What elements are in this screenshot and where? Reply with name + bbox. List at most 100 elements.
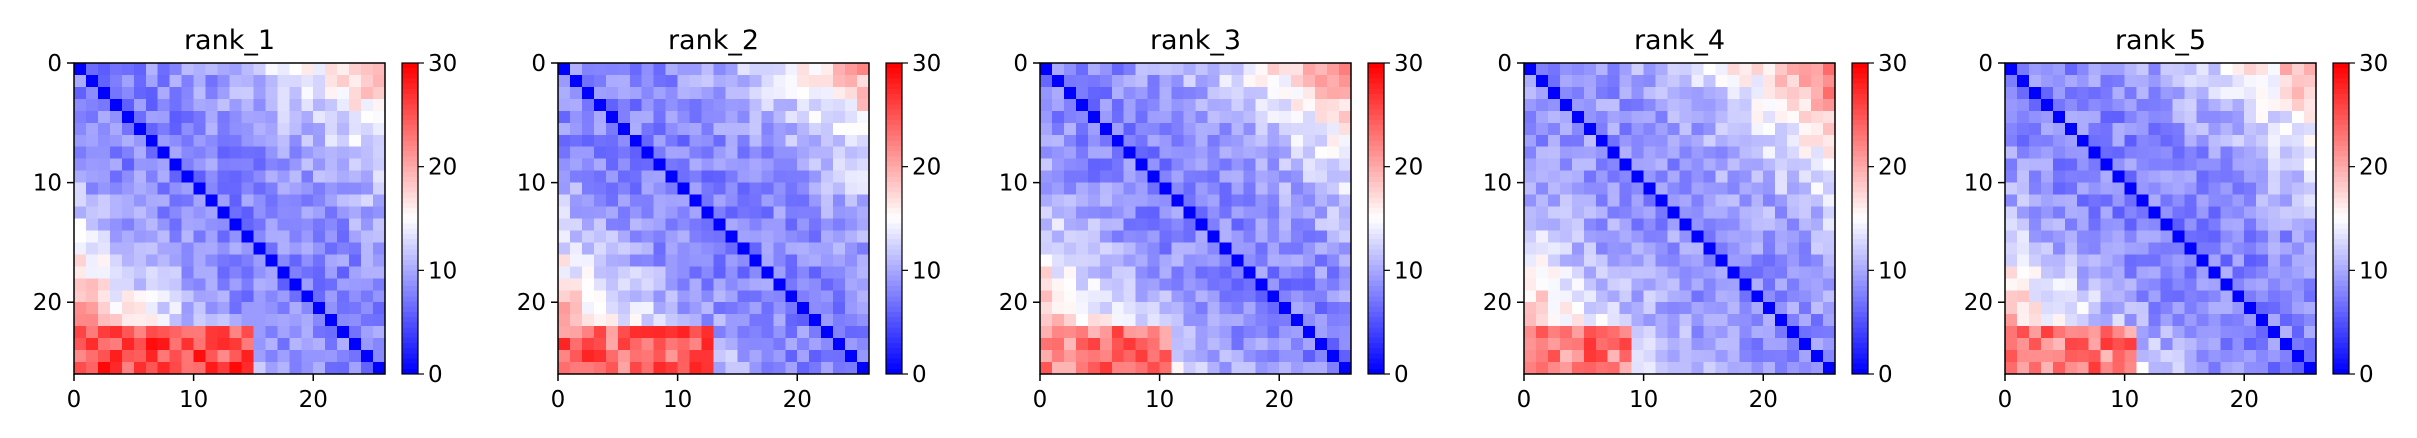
heatmap-cell <box>85 242 99 255</box>
heatmap-cell <box>1111 314 1125 327</box>
heatmap-cell <box>85 338 99 351</box>
heatmap-cell <box>1315 170 1328 184</box>
heatmap-cell <box>1040 266 1053 279</box>
heatmap-cell <box>265 63 278 76</box>
heatmap-cell <box>713 230 727 244</box>
heatmap-cell <box>1559 170 1573 184</box>
heatmap-cell <box>121 290 135 303</box>
heatmap-cell <box>313 63 326 76</box>
colorbar-segment <box>886 130 902 137</box>
heatmap-cell <box>2028 266 2042 279</box>
heatmap-cell <box>833 182 846 196</box>
heatmap-cell <box>821 98 834 112</box>
heatmap-cell <box>1207 158 1221 172</box>
heatmap-cell <box>1135 266 1149 279</box>
heatmap-cell <box>373 63 386 76</box>
heatmap-cell <box>1339 158 1352 172</box>
heatmap-cell <box>1159 314 1173 327</box>
heatmap-cell <box>2076 98 2090 112</box>
heatmap-cell <box>265 242 278 255</box>
colorbar-segment <box>886 223 902 230</box>
heatmap-cell <box>1667 110 1681 124</box>
heatmap-cell <box>1099 254 1113 267</box>
heatmap-cell <box>1823 170 1836 184</box>
heatmap-cell <box>1087 254 1101 267</box>
y-tick-label: 0 <box>1978 51 1993 77</box>
heatmap-cell <box>205 314 219 327</box>
heatmap-cell <box>1655 194 1669 208</box>
heatmap-cell <box>361 86 374 100</box>
heatmap-cell <box>1243 266 1256 279</box>
heatmap-cell <box>1583 63 1597 76</box>
heatmap-cell <box>97 338 111 351</box>
heatmap-cell <box>1087 362 1101 375</box>
heatmap-cell <box>1811 326 1824 339</box>
heatmap-cell <box>845 134 858 148</box>
heatmap-cell <box>217 218 231 232</box>
heatmap-cell <box>1063 122 1077 136</box>
heatmap-cell <box>1703 350 1716 363</box>
heatmap-cell <box>701 326 715 339</box>
heatmap-cell <box>2112 170 2126 184</box>
heatmap-cell <box>193 266 207 279</box>
colorbar-segment <box>2333 63 2349 69</box>
colorbar-segment <box>886 316 902 323</box>
heatmap-cell <box>1739 63 1752 76</box>
heatmap-cell <box>2256 362 2269 375</box>
heatmap-cell <box>1219 122 1232 136</box>
heatmap-cell <box>2124 63 2138 76</box>
heatmap-cell <box>313 242 326 255</box>
heatmap-cell <box>1111 170 1125 184</box>
heatmap-cell <box>1111 242 1125 255</box>
heatmap-cell <box>1595 98 1609 112</box>
heatmap-cell <box>749 110 762 124</box>
heatmap-cell <box>121 350 135 363</box>
heatmap-cell <box>1207 206 1221 220</box>
heatmap-cell <box>2148 146 2162 160</box>
colorbar-tick-label: 10 <box>428 258 457 284</box>
colorbar-segment <box>1852 254 1868 261</box>
heatmap-cell <box>2088 230 2102 244</box>
heatmap-cell <box>1087 122 1101 136</box>
heatmap-cell <box>569 134 583 148</box>
heatmap-cell <box>581 278 595 291</box>
heatmap-cell <box>157 302 171 315</box>
heatmap-cell <box>605 242 619 255</box>
heatmap-cell <box>713 302 727 315</box>
colorbar-segment <box>1368 275 1384 282</box>
heatmap-cell <box>773 242 786 255</box>
heatmap-cell <box>1787 290 1800 303</box>
heatmap-cell <box>1255 314 1268 327</box>
colorbar-segment <box>402 187 418 194</box>
heatmap-cell <box>821 74 834 88</box>
plot-frame <box>2004 62 2317 375</box>
heatmap-cell <box>1583 362 1597 375</box>
heatmap-cell <box>109 302 123 315</box>
heatmap-cell <box>581 122 595 136</box>
heatmap-cell <box>1811 338 1824 351</box>
heatmap-cell <box>2112 194 2126 208</box>
heatmap-cell <box>665 314 679 327</box>
heatmap-cell <box>1595 278 1609 291</box>
heatmap-cell <box>313 254 326 267</box>
heatmap-cell <box>2220 266 2233 279</box>
heatmap-cell <box>677 158 691 172</box>
heatmap-cell <box>1255 338 1268 351</box>
heatmap-cell <box>2256 230 2269 244</box>
heatmap-cell <box>337 338 350 351</box>
colorbar-tick-label: 10 <box>1394 258 1423 284</box>
heatmap-cell <box>2148 254 2162 267</box>
heatmap-cell <box>713 278 727 291</box>
heatmap-cell <box>361 194 374 208</box>
heatmap-cell <box>2196 194 2209 208</box>
heatmap-cell <box>1823 98 1836 112</box>
heatmap-cell <box>605 326 619 339</box>
colorbar-segment <box>402 223 418 230</box>
heatmap-cell <box>558 110 571 124</box>
heatmap-cell <box>1147 86 1161 100</box>
heatmap-cell <box>1619 146 1633 160</box>
heatmap-cell <box>1775 266 1788 279</box>
heatmap-cell <box>289 314 302 327</box>
colorbar-segment <box>402 192 418 199</box>
heatmap-cell <box>617 266 631 279</box>
